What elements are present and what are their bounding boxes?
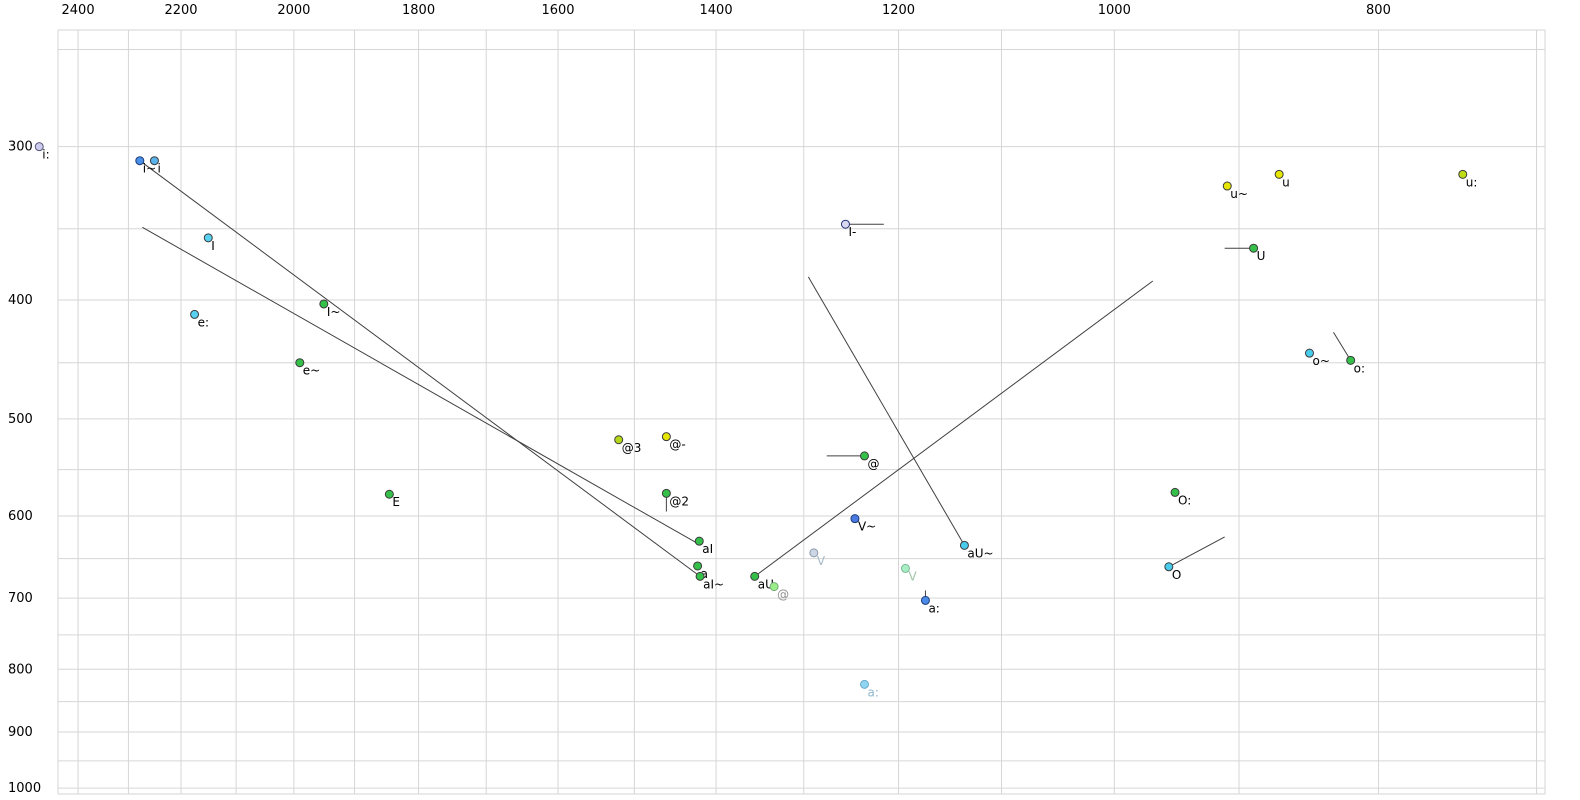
- y-tick-label: 300: [8, 140, 33, 155]
- data-point-a: [693, 561, 703, 571]
- point-label: I~: [327, 305, 341, 319]
- trajectory-line: [754, 280, 1154, 577]
- y-tick-label: 1000: [8, 781, 41, 796]
- data-point-@: [769, 582, 779, 592]
- point-label: e:: [198, 315, 209, 329]
- data-point-O:: [1170, 487, 1180, 497]
- x-tick-label: 1600: [541, 3, 574, 18]
- point-label: O:: [1178, 493, 1191, 507]
- point-label: i: [157, 162, 160, 176]
- data-point-@2: [661, 488, 671, 498]
- data-point-E: [384, 489, 394, 499]
- point-label: aI~: [703, 577, 724, 591]
- trajectory-line: [142, 226, 702, 546]
- x-tick-label: 800: [1366, 3, 1391, 18]
- data-point-aI: [694, 536, 704, 546]
- data-point-aU~: [959, 540, 969, 550]
- y-tick-label: 700: [8, 591, 33, 606]
- point-label: I-: [848, 225, 856, 239]
- data-point-u~: [1222, 181, 1232, 191]
- data-point-I~: [319, 299, 329, 309]
- x-tick-label: 1400: [700, 3, 733, 18]
- point-label: I: [211, 239, 215, 253]
- data-point-I: [203, 233, 213, 243]
- point-label: V: [817, 554, 826, 568]
- point-label: i:: [42, 148, 49, 162]
- point-label: @-: [669, 438, 685, 452]
- point-label: O: [1172, 568, 1181, 582]
- y-tick-label: 600: [8, 509, 33, 524]
- point-label: aU~: [967, 546, 993, 560]
- point-label: a:: [867, 685, 878, 699]
- y-tick-label: 500: [8, 412, 33, 427]
- point-label: a: [701, 567, 708, 581]
- data-point-e~: [295, 358, 305, 368]
- x-tick-label: 1800: [402, 3, 435, 18]
- x-tick-label: 2400: [62, 3, 95, 18]
- point-label: u:: [1466, 175, 1478, 189]
- data-point-i~: [135, 156, 145, 166]
- data-point-o:: [1346, 355, 1356, 365]
- point-label: o~: [1312, 354, 1329, 368]
- data-point-V: [809, 548, 819, 558]
- data-point-a:: [920, 595, 930, 605]
- trajectory-line: [807, 276, 965, 546]
- point-label: aI: [702, 542, 713, 556]
- trajectory-line: [139, 160, 701, 577]
- point-label: V: [908, 569, 917, 583]
- point-label: E: [392, 495, 400, 509]
- trajectory-line: [1333, 331, 1352, 361]
- y-tick-label: 800: [8, 662, 33, 677]
- data-point-@-: [661, 432, 671, 442]
- data-point-@3: [614, 435, 624, 445]
- point-label: U: [1257, 249, 1266, 263]
- data-point-O: [1164, 562, 1174, 572]
- point-label: @: [867, 457, 879, 471]
- data-point-u:: [1458, 169, 1468, 179]
- data-point-I-: [840, 219, 850, 229]
- point-label: u: [1282, 175, 1290, 189]
- x-tick-label: 1200: [882, 3, 915, 18]
- point-label: u~: [1230, 187, 1248, 201]
- data-point-U: [1249, 243, 1259, 253]
- point-label: @: [777, 588, 789, 602]
- point-label: o:: [1354, 361, 1365, 375]
- y-tick-label: 900: [8, 725, 33, 740]
- data-point-u: [1274, 169, 1284, 179]
- x-tick-label: 2000: [277, 3, 310, 18]
- point-label: e~: [303, 364, 320, 378]
- point-label: @3: [622, 441, 642, 455]
- y-tick-label: 400: [8, 293, 33, 308]
- trajectory-line: [1168, 536, 1225, 568]
- data-point-o~: [1304, 348, 1314, 358]
- data-point-aU: [750, 571, 760, 581]
- data-point-i:: [34, 142, 44, 152]
- point-label: i~: [143, 162, 156, 176]
- plot-border: [57, 29, 1546, 795]
- data-point-V~: [850, 514, 860, 524]
- data-point-V: [900, 563, 910, 573]
- x-tick-label: 1000: [1098, 3, 1131, 18]
- data-point-i: [149, 156, 159, 166]
- point-label: @2: [669, 494, 689, 508]
- data-point-aI~: [695, 571, 705, 581]
- x-tick-label: 2200: [164, 3, 197, 18]
- data-point-@: [859, 451, 869, 461]
- data-point-e:: [190, 309, 200, 319]
- point-label: a:: [928, 601, 939, 615]
- point-label: V~: [858, 520, 876, 534]
- data-point-a:: [859, 679, 869, 689]
